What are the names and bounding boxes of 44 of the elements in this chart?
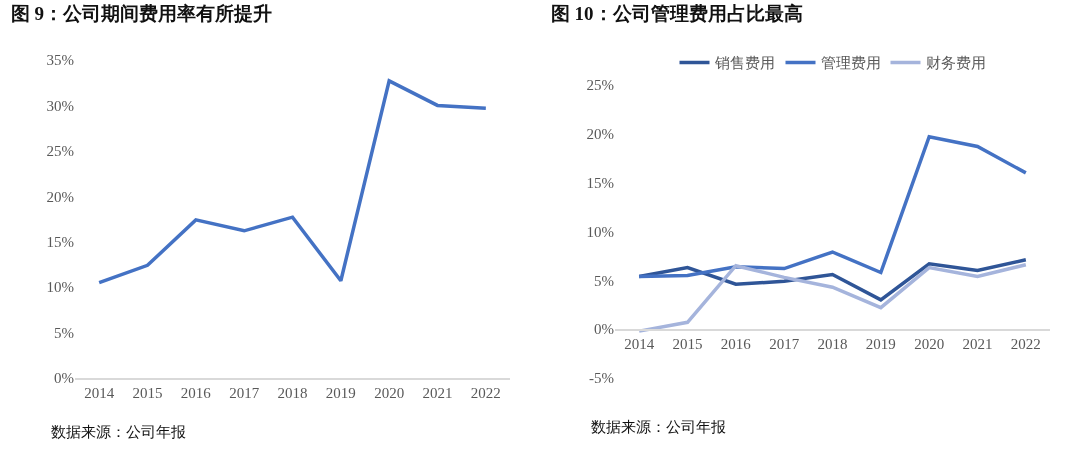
legend-label: 财务费用 [925,55,986,72]
x-tick-label: 2014 [624,335,655,352]
x-tick-label: 2018 [277,384,308,401]
y-tick-label: 5% [594,272,614,289]
x-tick-label: 2019 [325,384,356,401]
source-note: 数据来源：公司年报 [591,419,726,435]
x-tick-label: 2022 [470,384,501,401]
legend-label: 销售费用 [713,55,775,72]
chart-title: 图 9：公司期间费用率有所提升 [10,3,273,25]
line-series [637,262,1028,333]
y-tick-label: 15% [46,233,74,250]
line-series [637,258,1028,302]
line-series [97,79,488,285]
y-tick-label: 20% [586,126,614,143]
y-tick-label: 15% [586,174,614,191]
x-tick-label: 2021 [422,384,453,401]
x-tick-label: 2019 [865,335,896,352]
x-tick-label: 2015 [132,384,163,401]
y-tick-label: 10% [586,223,614,240]
x-tick-label: 2020 [914,335,945,352]
y-tick-label: 0% [54,370,74,387]
y-tick-label: 30% [46,97,74,114]
source-note: 数据来源：公司年报 [51,424,186,440]
x-tick-label: 2017 [229,384,260,401]
x-tick-label: 2015 [672,335,703,352]
x-tick-label: 2016 [720,335,752,352]
legend-label: 管理费用 [820,55,881,72]
x-tick-label: 2022 [1010,335,1041,352]
x-tick-label: 2014 [84,384,115,401]
line-series [637,135,1028,279]
y-tick-label: 25% [586,77,614,94]
y-tick-label: 35% [46,52,74,69]
y-tick-label: 5% [54,324,74,341]
x-tick-label: 2018 [817,335,848,352]
y-tick-label: 0% [594,321,614,338]
y-tick-label: -5% [589,370,614,387]
y-tick-label: 25% [46,143,74,160]
x-tick-label: 2016 [180,384,212,401]
x-tick-label: 2020 [374,384,405,401]
x-tick-label: 2021 [962,335,993,352]
y-tick-label: 10% [46,279,74,296]
y-tick-label: 20% [46,188,74,205]
chart-title: 图 10：公司管理费用占比最高 [550,3,803,25]
x-tick-label: 2017 [769,335,800,352]
